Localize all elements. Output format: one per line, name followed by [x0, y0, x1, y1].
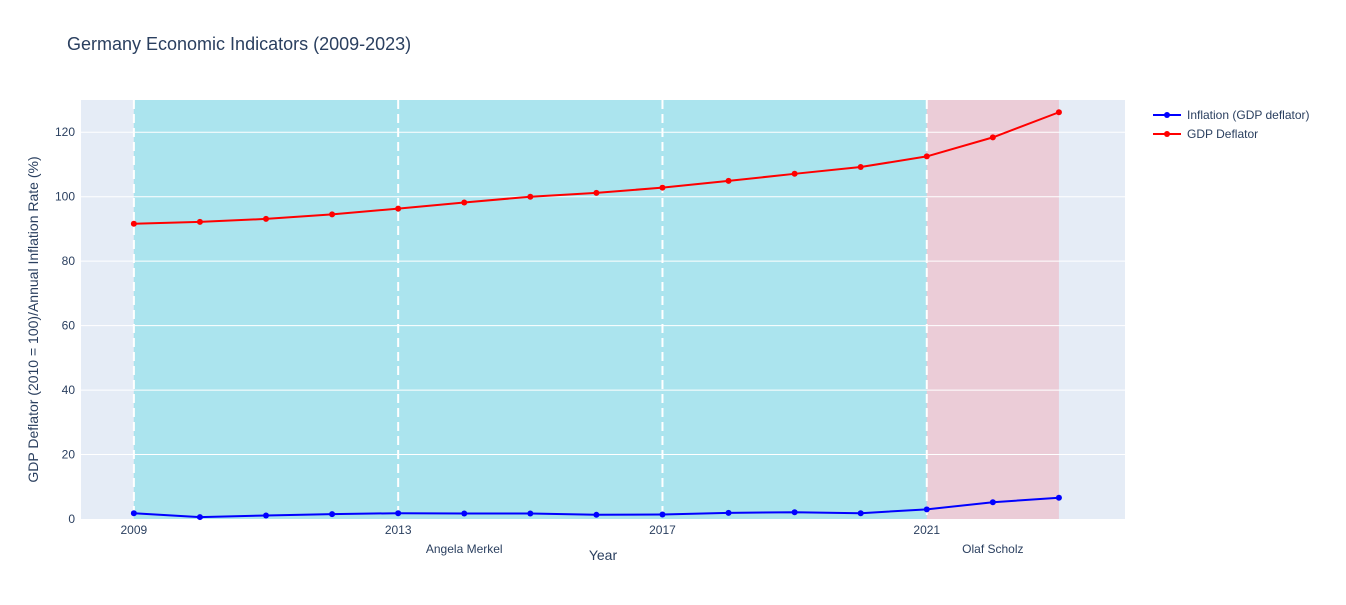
series-layer: [130, 109, 1062, 521]
x-axis-title: Year: [589, 547, 618, 563]
shaded-region-1: [926, 100, 1059, 519]
legend-swatch-marker: [1164, 131, 1170, 137]
data-point: [857, 510, 864, 517]
data-point: [461, 510, 468, 517]
data-point: [130, 220, 137, 227]
shaded-regions: [133, 100, 1059, 519]
legend-item-0[interactable]: Inflation (GDP deflator): [1153, 108, 1310, 122]
data-point: [329, 211, 336, 218]
y-tick-label: 0: [68, 512, 75, 526]
region-annotations: Angela Merkel Olaf Scholz: [426, 542, 1024, 556]
legend-label: GDP Deflator: [1187, 127, 1258, 141]
gridlines: [81, 131, 1125, 456]
y-axis-title: GDP Deflator (2010 = 100)/Annual Inflati…: [25, 156, 41, 482]
data-point: [196, 218, 203, 225]
data-point: [659, 184, 666, 191]
data-point: [791, 170, 798, 177]
region-label: Olaf Scholz: [962, 542, 1023, 556]
data-point: [263, 215, 270, 222]
x-tick-label: 2021: [913, 523, 940, 537]
data-point: [593, 511, 600, 518]
shaded-region-0: [133, 100, 927, 519]
y-tick-label: 20: [62, 448, 76, 462]
data-point: [196, 514, 203, 521]
data-point: [923, 153, 930, 160]
data-point: [725, 509, 732, 516]
tick-labels: 0 20 40 60 80 100 120 2009 2013 2017 2021: [55, 125, 940, 537]
data-point: [989, 499, 996, 506]
y-tick-label: 60: [62, 319, 76, 333]
region-label: Angela Merkel: [426, 542, 503, 556]
data-point: [1055, 109, 1062, 116]
data-point: [527, 193, 534, 200]
y-tick-label: 80: [62, 254, 76, 268]
legend[interactable]: Inflation (GDP deflator) GDP Deflator: [1153, 108, 1310, 141]
data-point: [395, 205, 402, 212]
legend-swatch-marker: [1164, 112, 1170, 118]
data-point: [857, 164, 864, 171]
data-point: [263, 512, 270, 519]
x-tick-label: 2013: [385, 523, 412, 537]
data-point: [1055, 494, 1062, 501]
data-point: [725, 177, 732, 184]
x-tick-label: 2017: [649, 523, 676, 537]
data-point: [923, 506, 930, 513]
data-point: [593, 189, 600, 196]
data-point: [329, 511, 336, 518]
plot-background: [81, 100, 1125, 519]
x-tick-label: 2009: [121, 523, 148, 537]
data-point: [395, 510, 402, 517]
data-point: [659, 511, 666, 518]
data-point: [461, 199, 468, 206]
data-point: [791, 509, 798, 516]
data-point: [527, 510, 534, 517]
data-point: [130, 510, 137, 517]
data-point: [989, 134, 996, 141]
y-tick-label: 40: [62, 383, 76, 397]
chart-title: Germany Economic Indicators (2009-2023): [67, 34, 411, 54]
legend-item-1[interactable]: GDP Deflator: [1153, 127, 1258, 141]
legend-label: Inflation (GDP deflator): [1187, 108, 1310, 122]
y-tick-label: 120: [55, 125, 75, 139]
y-tick-label: 100: [55, 190, 75, 204]
